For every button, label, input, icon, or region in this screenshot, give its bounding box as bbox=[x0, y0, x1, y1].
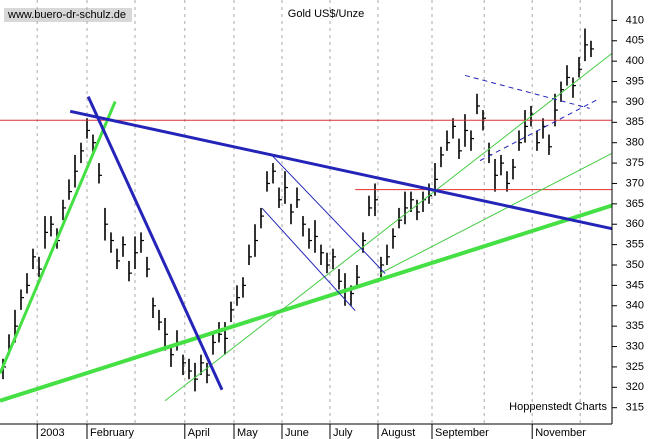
y-tick-label: 400 bbox=[626, 55, 644, 67]
y-tick-label: 395 bbox=[626, 75, 644, 87]
y-tick-label: 365 bbox=[626, 198, 644, 210]
y-tick-label: 375 bbox=[626, 157, 644, 169]
trendline bbox=[86, 96, 224, 391]
axes: 2003 February April May June July August Septem… bbox=[36, 14, 644, 439]
x-tick-label: May bbox=[237, 427, 258, 439]
plot bbox=[2, 28, 594, 392]
trendline bbox=[464, 74, 590, 109]
trendline bbox=[0, 203, 613, 403]
y-tick-label: 345 bbox=[626, 279, 644, 291]
trendline bbox=[164, 53, 613, 402]
y-tick-label: 330 bbox=[626, 340, 644, 352]
y-tick-label: 325 bbox=[626, 361, 644, 373]
y-tick-label: 405 bbox=[626, 35, 644, 47]
y-tick-label: 370 bbox=[626, 177, 644, 189]
y-tick-label: 360 bbox=[626, 218, 644, 230]
y-tick-label: 385 bbox=[626, 116, 644, 128]
y-tick-label: 320 bbox=[626, 381, 644, 393]
credit: Hoppenstedt Charts bbox=[509, 401, 607, 413]
x-tick-label: July bbox=[333, 427, 353, 439]
trendline bbox=[0, 100, 117, 375]
trendline bbox=[379, 152, 613, 275]
trendline bbox=[269, 152, 386, 274]
chart-title: Gold US$/Unze bbox=[288, 8, 364, 20]
grid bbox=[36, 0, 581, 424]
x-tick-label: June bbox=[285, 427, 309, 439]
y-tick-label: 335 bbox=[626, 320, 644, 332]
y-tick-label: 315 bbox=[626, 402, 644, 414]
y-tick-label: 340 bbox=[626, 300, 644, 312]
trendlines bbox=[0, 53, 613, 403]
trendline bbox=[479, 97, 601, 162]
x-tick-label: November bbox=[535, 427, 586, 439]
y-tick-label: 355 bbox=[626, 239, 644, 251]
x-tick-label: 2003 bbox=[40, 427, 64, 439]
x-tick-label: August bbox=[381, 427, 415, 439]
x-tick-label: April bbox=[188, 427, 210, 439]
y-tick-label: 380 bbox=[626, 137, 644, 149]
y-tick-label: 350 bbox=[626, 259, 644, 271]
y-tick-label: 390 bbox=[626, 96, 644, 108]
trendline bbox=[261, 207, 356, 311]
source-box bbox=[4, 8, 132, 22]
x-tick-label: February bbox=[90, 427, 135, 439]
trendline bbox=[69, 109, 613, 231]
y-tick-label: 410 bbox=[626, 14, 644, 26]
x-tick-label: September bbox=[435, 427, 489, 439]
source: www.buero-dr-schulz.de bbox=[7, 9, 126, 21]
